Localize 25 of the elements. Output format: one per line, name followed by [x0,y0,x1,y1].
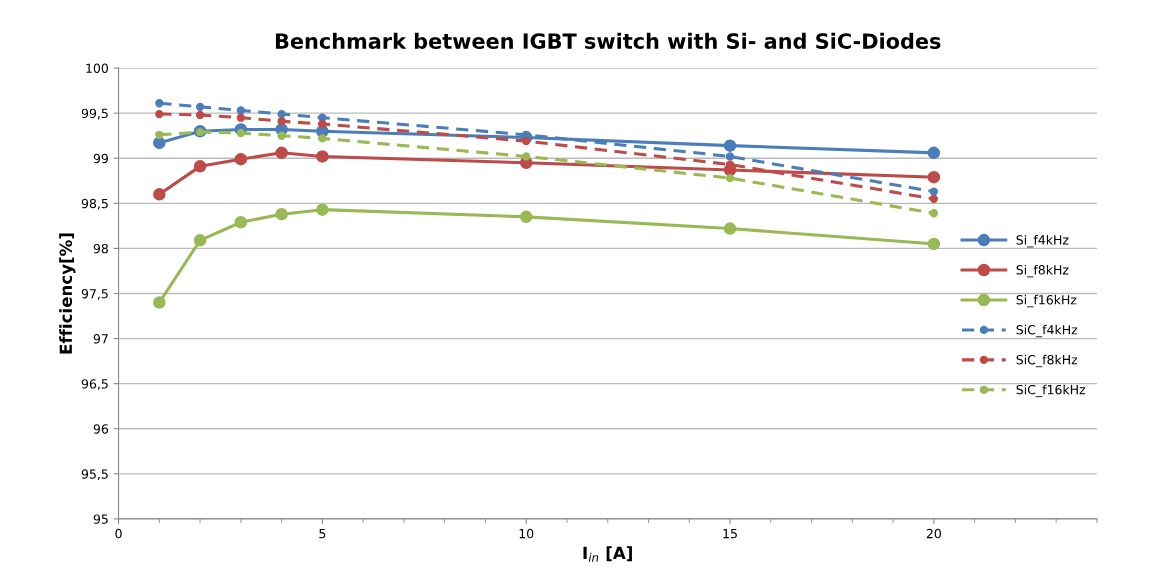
y-tick-label: 97 [93,334,108,344]
x-tick-label: 5 [319,529,326,539]
y-tick-label: 95,5 [81,469,108,481]
y-tick-label: 99,5 [81,108,108,120]
y-tick-label: 98,5 [81,198,108,210]
legend-label: SiC_f16kHz [1016,384,1086,398]
x-tick-label: 10 [519,528,534,539]
y-tick-label: 99 [93,153,108,164]
chart-title: Benchmark between IGBT switch with Si- and SiC-Diodes [275,32,941,49]
y-tick-label: 97,5 [81,288,108,300]
x-tick-label: 15 [723,529,737,539]
x-tick-label: 0 [115,528,122,539]
y-tick-label: 96 [93,424,109,434]
y-tick-label: 95 [93,514,108,524]
legend-label: SiC_f4kHz [1016,324,1078,338]
y-tick-label: 96,5 [81,379,108,390]
legend-label: Si_f16kHz [1016,294,1077,308]
y-tick-label: 100 [86,63,108,74]
y-tick-label: 98 [93,243,108,254]
legend-label: SiC_f8kHz [1016,354,1078,368]
x-axis-title: I$_{in}$ [A] [583,546,632,562]
legend-label: Si_f8kHz [1016,264,1069,278]
x-tick-label: 20 [926,528,941,539]
legend-label: Si_f4kHz [1016,234,1069,248]
y-axis-title: Efficiency[%] [59,233,76,354]
